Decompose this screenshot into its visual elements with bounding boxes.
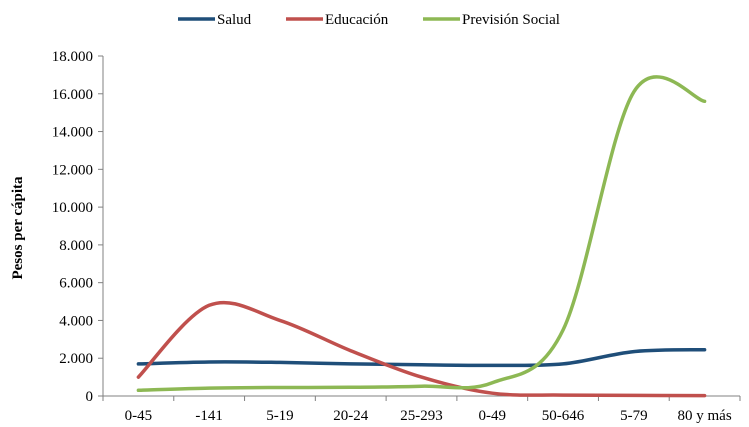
y-tick-label: 2.000 bbox=[59, 351, 93, 367]
x-tick-label: 5-19 bbox=[266, 408, 294, 424]
y-tick-label: 18.000 bbox=[52, 49, 93, 65]
legend: Salud Educación Previsión Social bbox=[178, 12, 560, 28]
y-axis-title: Pesos per cápita bbox=[10, 176, 26, 280]
y-tick-label: 8.000 bbox=[59, 238, 93, 254]
x-tick-label: 0-45 bbox=[125, 408, 153, 424]
legend-label-educacion: Educación bbox=[325, 12, 389, 28]
y-tick-label: 6.000 bbox=[59, 276, 93, 292]
legend-label-salud: Salud bbox=[217, 12, 252, 28]
y-tick-label: 4.000 bbox=[59, 313, 93, 329]
series-lines bbox=[136, 75, 707, 398]
legend-label-prevision-social: Previsión Social bbox=[462, 12, 560, 28]
y-tick-label: 12.000 bbox=[52, 162, 93, 178]
axes: 0 2.000 4.000 6.000 8.000 10.000 12.000 14.000 1… bbox=[52, 49, 741, 424]
x-tick-label: 50-646 bbox=[542, 408, 585, 424]
x-tick-label: 20-24 bbox=[333, 408, 368, 424]
x-tick-label: -141 bbox=[195, 408, 223, 424]
series-line-salud bbox=[136, 347, 707, 368]
series-line-prevision-social bbox=[136, 75, 707, 393]
x-tick-label: 0-49 bbox=[479, 408, 507, 424]
y-tick-label: 0 bbox=[86, 389, 94, 405]
x-tick-label: 25-293 bbox=[400, 408, 443, 424]
y-tick-label: 14.000 bbox=[52, 125, 93, 141]
y-tick-label: 10.000 bbox=[52, 200, 93, 216]
series-line-educacion bbox=[136, 300, 707, 398]
x-tick-label: 5-79 bbox=[620, 408, 648, 424]
x-tick-label: 80 y más bbox=[678, 408, 732, 424]
y-tick-label: 16.000 bbox=[52, 87, 93, 103]
